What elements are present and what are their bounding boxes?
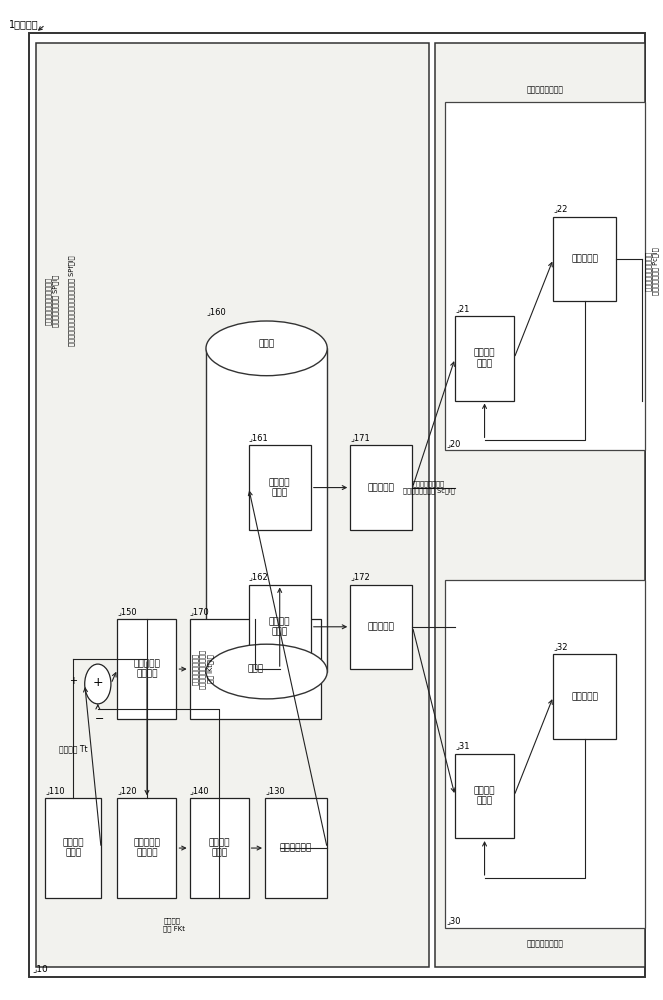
FancyBboxPatch shape [446, 580, 645, 928]
Text: ⌟32: ⌟32 [554, 642, 568, 651]
Text: −: − [94, 714, 104, 724]
Circle shape [85, 664, 111, 704]
Text: 1控制系统: 1控制系统 [9, 19, 39, 29]
Text: ⌟31: ⌟31 [455, 742, 469, 751]
Text: ⌟21: ⌟21 [455, 304, 469, 313]
FancyBboxPatch shape [554, 217, 616, 301]
Text: ⌟10: ⌟10 [32, 964, 48, 973]
Text: 第一伺服控制体系的各轴的
第一逆运动学轨道 SP（i）: 第一伺服控制体系的各轴的 第一逆运动学轨道 SP（i） [45, 275, 59, 327]
Text: ⌟160: ⌟160 [206, 307, 225, 316]
FancyBboxPatch shape [117, 798, 176, 898]
Text: 第一指示
轨道表: 第一指示 轨道表 [269, 478, 290, 497]
Text: 正运动学
运算部: 正运动学 运算部 [208, 838, 230, 858]
FancyBboxPatch shape [45, 798, 101, 898]
Text: 指示部: 指示部 [247, 665, 263, 674]
Text: 第二伺服
驱动器: 第二伺服 驱动器 [474, 786, 495, 806]
FancyBboxPatch shape [455, 754, 514, 838]
Text: 第一指示部: 第一指示部 [368, 483, 394, 492]
Text: 第一逆运动
学运算部: 第一逆运动 学运算部 [133, 838, 160, 858]
FancyBboxPatch shape [350, 585, 412, 669]
Text: 第二逆运动
学运算部: 第二逆运动 学运算部 [133, 659, 160, 679]
FancyBboxPatch shape [265, 798, 328, 898]
Text: ⌟30: ⌟30 [447, 917, 461, 926]
Text: 第一伺服控制体系的各
轴的第一指令值 Pc（i）: 第一伺服控制体系的各 轴的第一指令值 Pc（i） [644, 247, 659, 295]
FancyBboxPatch shape [36, 43, 429, 967]
Text: 正运动学
轨道 FKt: 正运动学 轨道 FKt [163, 918, 186, 932]
Text: 零相位滤波部: 零相位滤波部 [280, 844, 312, 853]
Text: 第二指示
轨道表: 第二指示 轨道表 [269, 617, 290, 636]
Text: ⌟172: ⌟172 [350, 573, 370, 582]
Text: 第二伺服控制体系: 第二伺服控制体系 [526, 940, 564, 949]
Text: ⌟22: ⌟22 [554, 205, 568, 214]
FancyBboxPatch shape [554, 654, 616, 739]
Text: ⌟140: ⌟140 [190, 786, 210, 795]
Text: +: + [69, 676, 77, 686]
Text: ⌟170: ⌟170 [190, 607, 210, 616]
Text: 第一致动器: 第一致动器 [571, 254, 598, 263]
Text: 第一伺服控制体系
各轴的第二指令值 Sc（i）: 第一伺服控制体系 各轴的第二指令值 Sc（i） [403, 480, 455, 494]
FancyBboxPatch shape [190, 798, 249, 898]
Ellipse shape [206, 644, 328, 699]
Text: ⌟20: ⌟20 [447, 439, 461, 448]
Text: +: + [93, 676, 103, 689]
FancyBboxPatch shape [190, 619, 321, 719]
FancyBboxPatch shape [350, 445, 412, 530]
Text: ⌟130: ⌟130 [265, 786, 284, 795]
Text: 第二致动器: 第二致动器 [571, 692, 598, 701]
Text: ⌟161: ⌟161 [249, 433, 269, 442]
FancyBboxPatch shape [249, 585, 311, 669]
Text: 第一伺服
驱动器: 第一伺服 驱动器 [474, 349, 495, 368]
Text: 目标轨道
取得部: 目标轨道 取得部 [62, 838, 84, 858]
FancyBboxPatch shape [455, 316, 514, 401]
Text: 第二伺服控制体系
的各轴的第二逆运动学
轨道 IKt（i）: 第二伺服控制体系 的各轴的第二逆运动学 轨道 IKt（i） [192, 649, 213, 689]
FancyBboxPatch shape [117, 619, 176, 719]
Text: ⌟162: ⌟162 [249, 573, 269, 582]
Text: ⌟150: ⌟150 [117, 607, 137, 616]
Text: ⌟171: ⌟171 [350, 433, 370, 442]
Text: ⌟120: ⌟120 [117, 786, 137, 795]
Text: 第二指示部: 第二指示部 [368, 622, 394, 631]
Text: 存储部: 存储部 [259, 339, 274, 348]
Text: 第一伺服控制体系的各轴的校正后轨道 SPf（i）: 第一伺服控制体系的各轴的校正后轨道 SPf（i） [68, 256, 75, 346]
FancyBboxPatch shape [446, 102, 645, 450]
Ellipse shape [206, 321, 328, 376]
FancyBboxPatch shape [436, 43, 645, 967]
FancyBboxPatch shape [206, 348, 328, 672]
FancyBboxPatch shape [29, 33, 645, 977]
FancyBboxPatch shape [249, 445, 311, 530]
Text: ⌟110: ⌟110 [45, 786, 65, 795]
Text: 目标轨道 Tt: 目标轨道 Tt [59, 745, 88, 754]
Text: 第一伺服控制体系: 第一伺服控制体系 [526, 85, 564, 94]
